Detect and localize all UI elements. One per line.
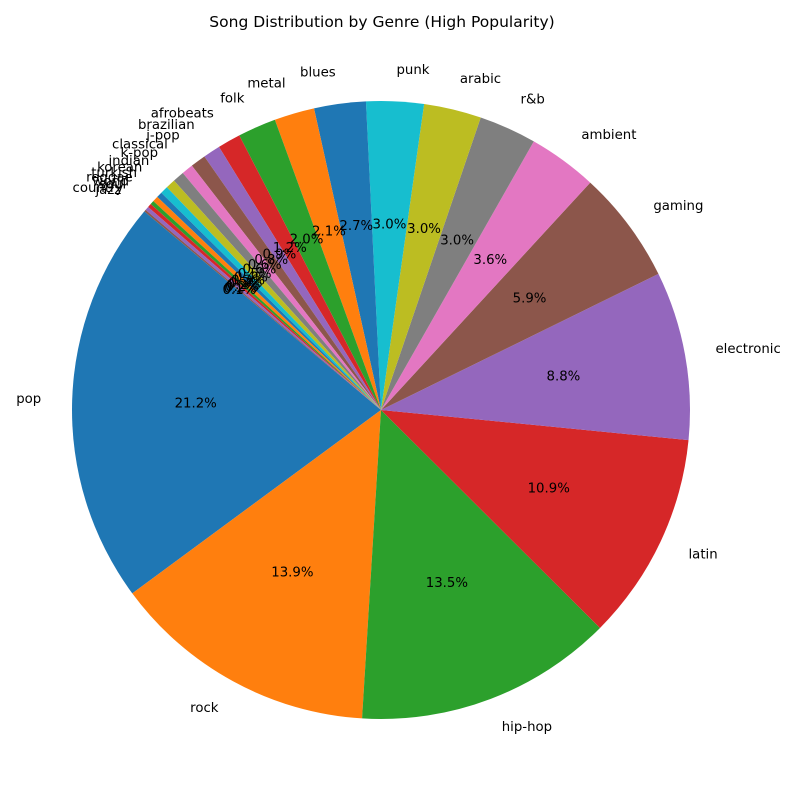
slice-reggae: [153, 196, 381, 410]
pct-label-jazz: 0.1%: [222, 283, 256, 298]
category-label-ambient: ambient: [581, 128, 636, 143]
pct-label-r-b: 3.0%: [440, 233, 474, 248]
slice-brazilian: [204, 146, 381, 410]
pct-label-latin: 10.9%: [528, 482, 570, 497]
category-label-gaming: gaming: [653, 199, 703, 214]
category-label-k-pop: k-pop: [121, 146, 159, 161]
slice-folk: [239, 119, 381, 411]
slice-gaming: [381, 182, 659, 410]
category-label-j-pop: j-pop: [145, 129, 180, 144]
slice-world: [150, 201, 381, 410]
slice-indian: [166, 180, 381, 410]
pct-label-gaming: 5.9%: [513, 292, 547, 307]
pct-label-k-pop: 0.6%: [242, 263, 276, 278]
category-label-electronic: electronic: [715, 342, 780, 357]
pct-label-rock: 13.9%: [271, 565, 313, 580]
category-label-jazz: jazz: [94, 183, 121, 198]
category-label-indian: indian: [108, 154, 149, 169]
pct-label-metal: 2.1%: [312, 225, 346, 240]
category-label-brazilian: brazilian: [138, 118, 195, 133]
category-label-reggae: reggae: [86, 170, 133, 185]
category-label-turkish: turkish: [91, 166, 137, 181]
percentage-labels: 21.2%13.9%13.5%10.9%8.8%5.9%3.6%3.0%3.0%…: [175, 217, 581, 591]
slice-blues: [314, 101, 381, 411]
category-label-latin: latin: [688, 547, 717, 562]
category-label-punk: punk: [396, 63, 429, 78]
pct-label-ambient: 3.6%: [473, 253, 507, 268]
slice-metal: [274, 108, 381, 410]
category-label-arabic: arabic: [460, 72, 501, 87]
category-label-pop: pop: [16, 392, 41, 407]
category-label-hip-hop: hip-hop: [502, 720, 552, 735]
category-label-folk: folk: [220, 91, 245, 106]
slice-k-pop: [173, 172, 381, 410]
pct-label-korean: 0.4%: [234, 270, 268, 285]
chart-title: Song Distribution by Genre (High Popular…: [209, 13, 554, 31]
slice-rock: [132, 410, 381, 719]
slice-korean: [161, 187, 381, 410]
pct-label-pop: 21.2%: [175, 397, 217, 412]
pct-label-afrobeats: 1.2%: [273, 241, 307, 256]
pct-label-indian: 0.5%: [238, 267, 272, 282]
category-label-rock: rock: [190, 701, 219, 716]
slice-jazz: [144, 209, 381, 410]
category-label-world: world: [92, 174, 129, 189]
category-label-metal: metal: [247, 76, 285, 91]
pct-label-hip-hop: 13.5%: [426, 576, 468, 591]
slice-electronic: [381, 273, 690, 441]
category-label-afrobeats: afrobeats: [151, 107, 214, 122]
category-label-blues: blues: [300, 66, 336, 81]
category-label-korean: korean: [97, 160, 142, 175]
slice-pop: [72, 211, 381, 594]
pct-label-country: 0.2%: [224, 282, 258, 297]
slice-punk: [365, 101, 425, 410]
pct-label-classical: 0.6%: [248, 258, 282, 273]
pct-label-world: 0.2%: [227, 278, 261, 293]
pct-label-brazilian: 0.9%: [262, 247, 296, 262]
slice-country: [145, 206, 381, 410]
pct-label-electronic: 8.8%: [547, 369, 581, 384]
pct-label-arabic: 3.0%: [407, 222, 441, 237]
slice-turkish: [157, 192, 381, 410]
slice-arabic: [381, 104, 481, 411]
slice-j-pop: [191, 156, 381, 410]
category-label-country: country: [73, 181, 124, 196]
pct-label-reggae: 0.3%: [229, 276, 263, 291]
category-label-soul: soul: [99, 178, 126, 193]
category-label-r-b: r&b: [521, 93, 545, 108]
pct-label-soul: 0.2%: [225, 280, 259, 295]
slice-ambient: [381, 141, 591, 410]
pct-label-turkish: 0.3%: [231, 273, 265, 288]
pct-label-j-pop: 0.8%: [254, 253, 288, 268]
category-label-classical: classical: [112, 138, 168, 153]
slice-latin: [381, 410, 689, 628]
slice-soul: [148, 204, 381, 410]
pie-slices: [72, 101, 690, 720]
slice-r-b: [381, 117, 534, 410]
slice-hip-hop: [362, 410, 601, 720]
category-labels: pop rock hip-hop latin electronic gaming ambie…: [16, 63, 781, 735]
slice-classical: [182, 165, 381, 410]
pct-label-folk: 2.0%: [290, 233, 324, 248]
pct-label-blues: 2.7%: [339, 219, 373, 234]
pct-label-punk: 3.0%: [373, 217, 407, 232]
slice-afrobeats: [218, 135, 381, 410]
